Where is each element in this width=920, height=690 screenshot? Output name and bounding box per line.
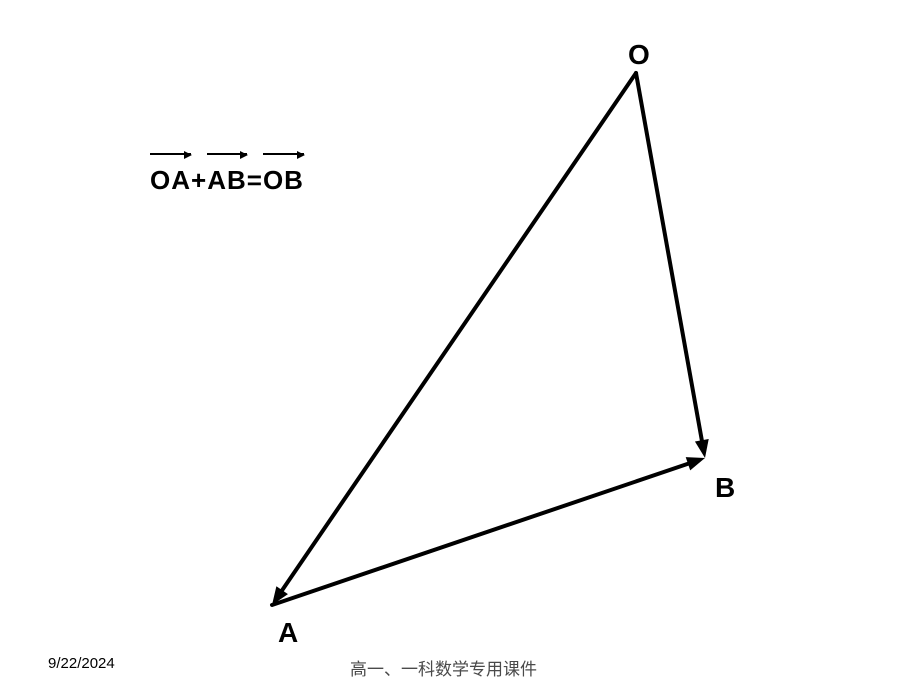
equals-sign: = [247,165,263,196]
vertex-label-B: B [715,472,735,504]
vector-triangle-diagram [0,0,920,690]
overarrow-icon [263,153,304,155]
vector-OA: OA [150,165,191,196]
edge-AB [272,461,696,605]
vector-OA-label: OA [150,165,191,195]
vector-AB: AB [207,165,247,196]
vertex-label-O: O [628,39,650,71]
overarrow-icon [207,153,247,155]
plus-sign: + [191,165,207,196]
vertex-label-A: A [278,617,298,649]
vector-equation: OA + AB = OB [150,165,304,196]
edge-OA [277,73,636,598]
vector-AB-label: AB [207,165,247,195]
footer-caption: 高一、一科数学专用课件 [350,655,537,680]
edge-OB [636,73,703,449]
vector-OB-label: OB [263,165,304,195]
diagram-edges [272,73,703,605]
overarrow-icon [150,153,191,155]
vector-OB: OB [263,165,304,196]
slide-stage: OA + AB = OB O A B 9/22/2024 高一、一科数学专用课件 [0,0,920,690]
footer-date: 9/22/2024 [48,655,115,672]
